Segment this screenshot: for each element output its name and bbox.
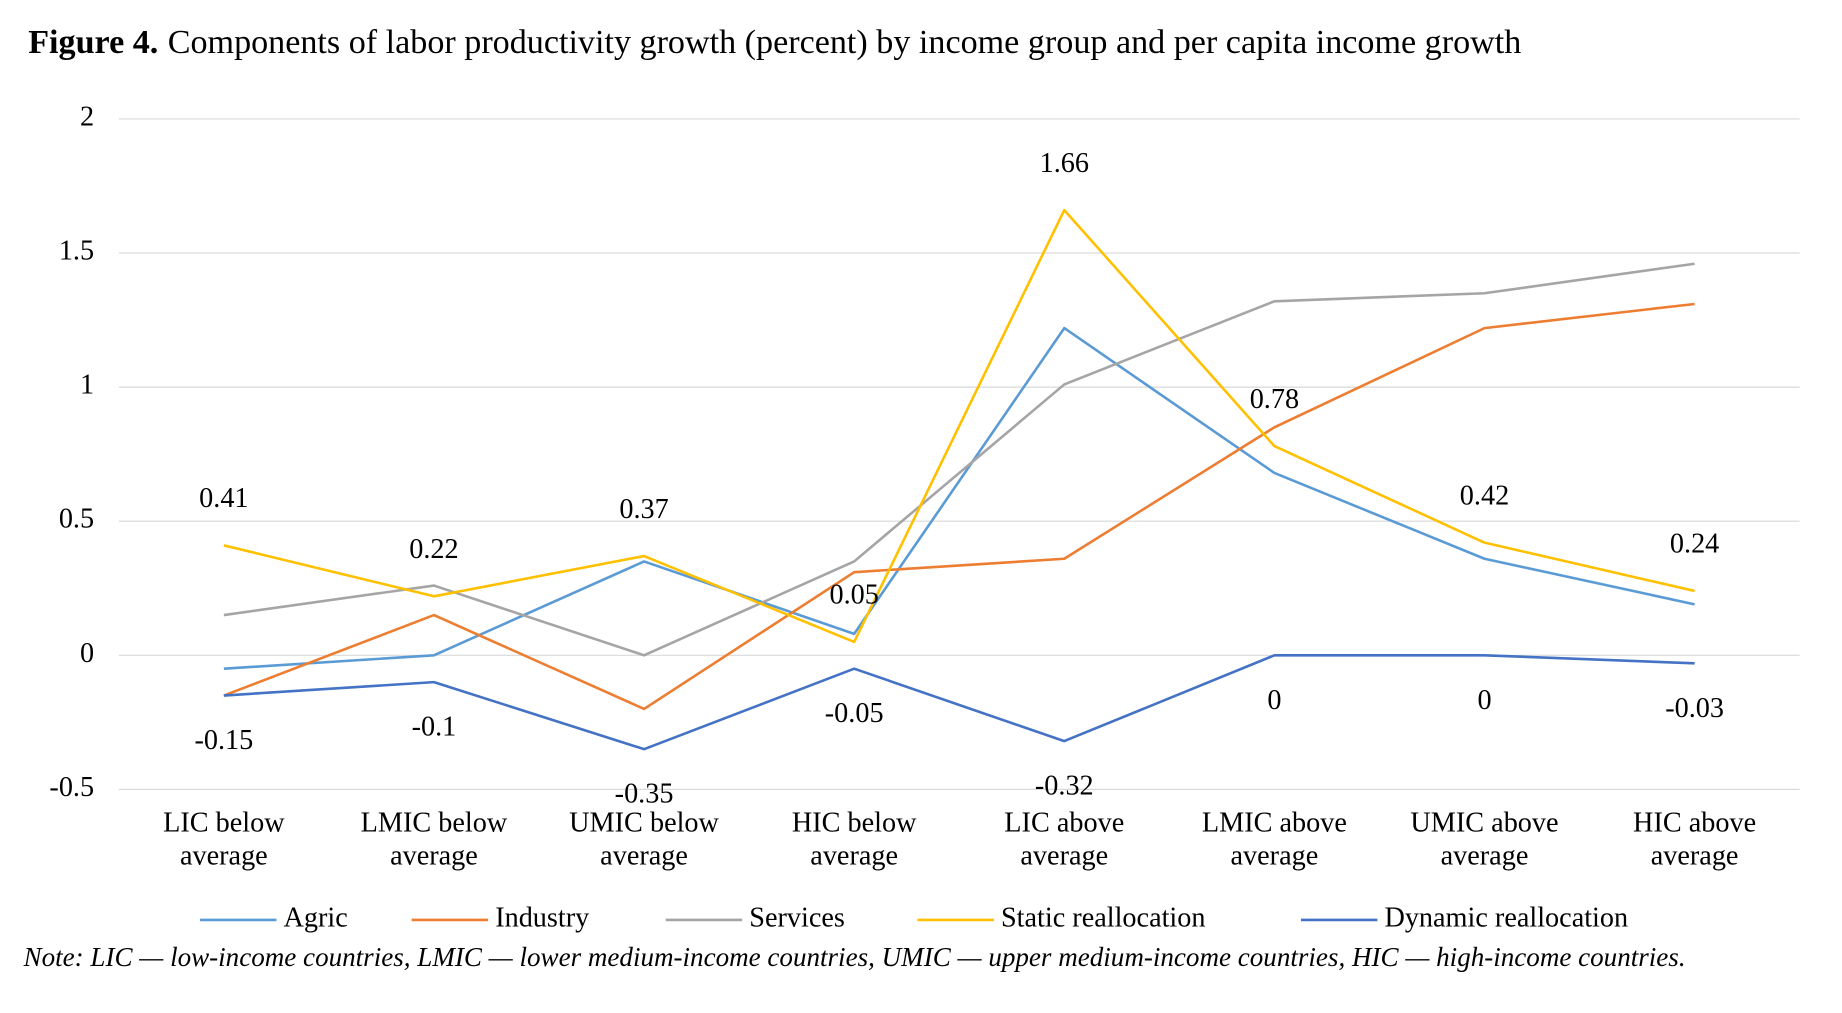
data-label: -0.05: [825, 698, 884, 729]
x-tick-box: LMIC above average: [1201, 808, 1347, 872]
y-tick-label: 2: [80, 101, 94, 132]
x-tick-label: UMIC above average: [1410, 808, 1559, 872]
y-tick-label: 0.5: [59, 504, 94, 535]
x-tick-box: HIC below average: [791, 808, 917, 872]
x-tick-box: LMIC below average: [360, 808, 508, 872]
series-line: [223, 262, 1695, 657]
x-tick-label: HIC below average: [791, 808, 917, 872]
x-tick-box: UMIC below average: [569, 808, 719, 872]
x-tick-box: LIC below average: [163, 808, 285, 872]
x-tick-label: LIC above average: [1004, 808, 1125, 872]
data-label: 0: [1477, 685, 1491, 716]
y-tick-label: -0.5: [49, 772, 94, 803]
title-text: Components of labor productivity growth …: [168, 24, 1522, 61]
title-label: Figure 4.: [28, 24, 158, 61]
data-label: 0: [1267, 685, 1281, 716]
data-label: 0.42: [1460, 480, 1509, 511]
data-label: 0.37: [619, 494, 668, 525]
x-tick-label: LMIC below average: [360, 808, 508, 872]
series-line: [223, 302, 1695, 711]
x-tick-label: UMIC below average: [569, 808, 719, 872]
series-line: [223, 208, 1695, 644]
data-label: -0.03: [1665, 693, 1724, 724]
data-label: -0.1: [412, 712, 457, 743]
legend-label: Dynamic reallocation: [1384, 902, 1628, 933]
data-label: 1.66: [1040, 148, 1089, 179]
legend-label: Services: [749, 902, 845, 933]
data-label: 0.05: [829, 580, 878, 611]
y-tick-label: 1.5: [59, 235, 94, 266]
data-label: 0.78: [1250, 384, 1299, 415]
y-tick-label: 1: [80, 370, 94, 401]
data-label: -0.35: [615, 779, 674, 810]
data-label: 0.22: [409, 534, 458, 565]
data-label: -0.15: [194, 725, 253, 756]
chart-title: Figure 4. Components of labor productivit…: [28, 24, 1521, 61]
legend-label: Static reallocation: [1001, 902, 1206, 933]
legend-label: Agric: [283, 902, 347, 933]
note-box: Note: LIC — low-income countries, LMIC —…: [23, 942, 1686, 972]
series-line: [223, 654, 1695, 751]
series-line: [223, 326, 1695, 670]
note: Note: LIC — low-income countries, LMIC —…: [23, 942, 1686, 972]
legend-label: Industry: [495, 902, 589, 933]
data-label: -0.32: [1035, 771, 1094, 802]
x-tick-box: LIC above average: [1004, 808, 1125, 872]
data-label: 0.41: [199, 483, 248, 514]
x-tick-label: LMIC above average: [1201, 808, 1347, 872]
data-label: 0.24: [1670, 529, 1719, 560]
x-tick-box: HIC above average: [1633, 808, 1757, 872]
x-tick-box: UMIC above average: [1410, 808, 1559, 872]
x-tick-label: LIC below average: [163, 808, 285, 872]
y-tick-label: 0: [80, 638, 94, 669]
x-tick-label: HIC above average: [1633, 808, 1757, 872]
